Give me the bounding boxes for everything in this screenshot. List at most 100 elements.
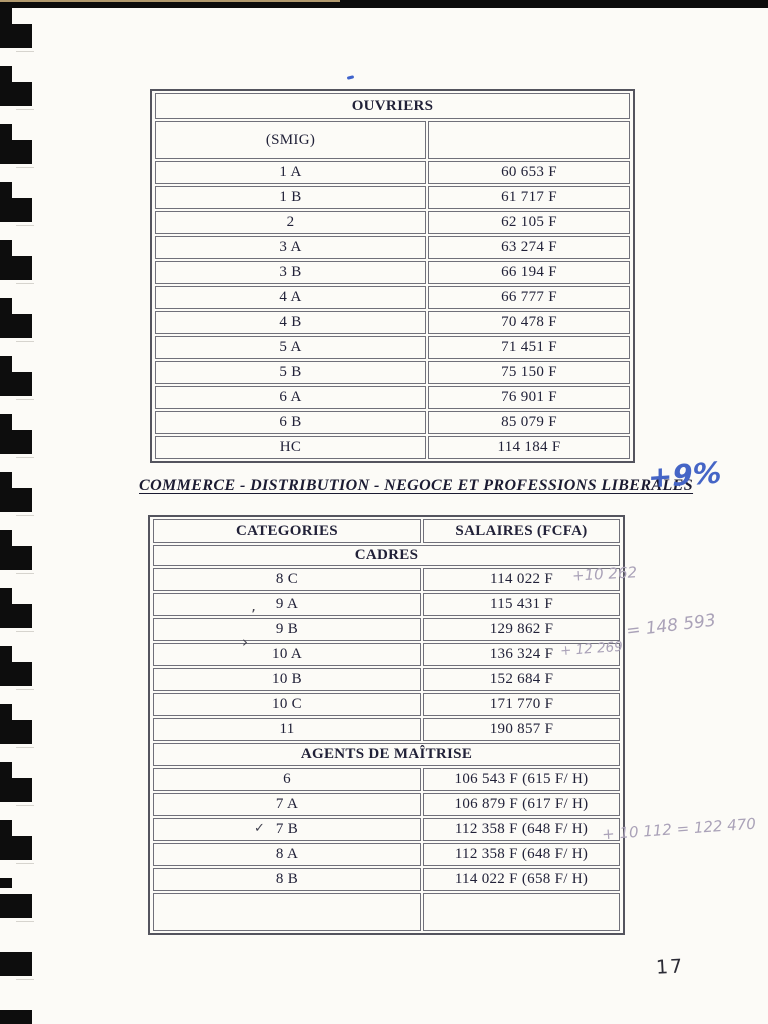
section-title: COMMERCE - DISTRIBUTION - NEGOCE ET PROF… xyxy=(139,477,694,494)
handwritten-mark-9b: ’ xyxy=(251,606,256,624)
table-row: 4 B 70 478 F xyxy=(155,311,630,334)
table-header-row: CATEGORIES SALAIRES (FCFA) xyxy=(153,519,620,543)
table-row: 4 A 66 777 F xyxy=(155,286,630,309)
category-cell: 8 C xyxy=(153,568,421,591)
table-header-row: OUVRIERS xyxy=(155,93,630,119)
category-cell: 5 A xyxy=(155,336,426,359)
table-row: 5 B 75 150 F xyxy=(155,361,630,384)
salary-cell: 61 717 F xyxy=(428,186,630,209)
salary-cell: 115 431 F xyxy=(423,593,620,616)
handwritten-note-8c: +10 262 xyxy=(571,563,638,585)
handwritten-percent-note: +9% xyxy=(648,455,722,495)
table-row: 3 B 66 194 F xyxy=(155,261,630,284)
salary-cell: 171 770 F xyxy=(423,693,620,716)
salary-cell: 60 653 F xyxy=(428,161,630,184)
category-cell: 7 A xyxy=(153,793,421,816)
scan-top-edge xyxy=(0,0,768,8)
salary-cell: 66 194 F xyxy=(428,261,630,284)
handwritten-page-number: 17 xyxy=(655,955,685,979)
salary-cell: 129 862 F xyxy=(423,618,620,641)
table-row: 1 B 61 717 F xyxy=(155,186,630,209)
table-row: 10 B 152 684 F xyxy=(153,668,620,691)
empty-cell xyxy=(428,121,630,159)
table-row: 6 B 85 079 F xyxy=(155,411,630,434)
category-cell: 6 B xyxy=(155,411,426,434)
category-cell: 10 C xyxy=(153,693,421,716)
table-row: 5 A 71 451 F xyxy=(155,336,630,359)
salary-cell: 106 879 F (617 F/ H) xyxy=(423,793,620,816)
category-cell: HC xyxy=(155,436,426,459)
salary-cell: 190 857 F xyxy=(423,718,620,741)
categories-header: CATEGORIES xyxy=(153,519,421,543)
salary-cell: 66 777 F xyxy=(428,286,630,309)
empty-row xyxy=(153,893,620,931)
category-cell: 3 A xyxy=(155,236,426,259)
salary-cell: 85 079 F xyxy=(428,411,630,434)
category-cell: 8 A xyxy=(153,843,421,866)
empty-cell xyxy=(423,893,620,931)
category-cell: 6 xyxy=(153,768,421,791)
category-cell: 6 A xyxy=(155,386,426,409)
ouvriers-title: OUVRIERS xyxy=(155,93,630,119)
salary-cell: 114 184 F xyxy=(428,436,630,459)
table-row: 6 A 76 901 F xyxy=(155,386,630,409)
table-row: 1 A 60 653 F xyxy=(155,161,630,184)
salaries-header: SALAIRES (FCFA) xyxy=(423,519,620,543)
salary-cell: 63 274 F xyxy=(428,236,630,259)
category-cell: 1 B xyxy=(155,186,426,209)
category-cell: 10 A xyxy=(153,643,421,666)
category-cell: 4 B xyxy=(155,311,426,334)
salary-cell: 114 022 F (658 F/ H) xyxy=(423,868,620,891)
smig-row: (SMIG) xyxy=(155,121,630,159)
table-row: 8 B 114 022 F (658 F/ H) xyxy=(153,868,620,891)
table-row: 10 A 136 324 F xyxy=(153,643,620,666)
salary-cell: 136 324 F xyxy=(423,643,620,666)
salary-cell: 62 105 F xyxy=(428,211,630,234)
table-row: 10 C 171 770 F xyxy=(153,693,620,716)
category-cell: 11 xyxy=(153,718,421,741)
salary-cell: 76 901 F xyxy=(428,386,630,409)
table-row: 7 A 106 879 F (617 F/ H) xyxy=(153,793,620,816)
category-cell: 10 B xyxy=(153,668,421,691)
table-row: 7 B 112 358 F (648 F/ H) xyxy=(153,818,620,841)
handwritten-check-8a: ✓ xyxy=(254,821,265,836)
section-row: CADRES xyxy=(153,545,620,566)
blue-ink-dot xyxy=(346,75,355,80)
table-row: 9 A 115 431 F xyxy=(153,593,620,616)
table-row: 6 106 543 F (615 F/ H) xyxy=(153,768,620,791)
section-row: AGENTS DE MAÎTRISE xyxy=(153,743,620,766)
handwritten-note-10a-total: = 148 593 xyxy=(625,610,717,642)
cadres-section-label: CADRES xyxy=(153,545,620,566)
ouvriers-table: OUVRIERS (SMIG) 1 A 60 653 F 1 B 61 717 F … xyxy=(150,89,635,463)
salary-cell: 70 478 F xyxy=(428,311,630,334)
table-row: HC 114 184 F xyxy=(155,436,630,459)
category-cell: 4 A xyxy=(155,286,426,309)
salary-cell: 112 358 F (648 F/ H) xyxy=(423,843,620,866)
table-row: 9 B 129 862 F xyxy=(153,618,620,641)
category-cell: 9 B xyxy=(153,618,421,641)
category-cell: 5 B xyxy=(155,361,426,384)
salary-cell: 114 022 F xyxy=(423,568,620,591)
agents-section-label: AGENTS DE MAÎTRISE xyxy=(153,743,620,766)
punch-hole-outlines xyxy=(16,8,34,1008)
category-cell: 1 A xyxy=(155,161,426,184)
scan-top-edge-tan xyxy=(0,0,340,2)
category-cell: 8 B xyxy=(153,868,421,891)
table-row: 11 190 857 F xyxy=(153,718,620,741)
salary-cell: 106 543 F (615 F/ H) xyxy=(423,768,620,791)
smig-label: (SMIG) xyxy=(155,121,426,159)
table-row: 8 A 112 358 F (648 F/ H) xyxy=(153,843,620,866)
category-cell: 2 xyxy=(155,211,426,234)
salary-cell: 71 451 F xyxy=(428,336,630,359)
table-row: 8 C 114 022 F xyxy=(153,568,620,591)
handwritten-mark-10a: › xyxy=(242,633,248,651)
table-row: 2 62 105 F xyxy=(155,211,630,234)
commerce-table: CATEGORIES SALAIRES (FCFA) CADRES 8 C 114… xyxy=(148,515,625,935)
salary-cell: 152 684 F xyxy=(423,668,620,691)
table-row: 3 A 63 274 F xyxy=(155,236,630,259)
category-cell: 3 B xyxy=(155,261,426,284)
salary-cell: 75 150 F xyxy=(428,361,630,384)
category-cell: 7 B xyxy=(153,818,421,841)
category-cell: 9 A xyxy=(153,593,421,616)
